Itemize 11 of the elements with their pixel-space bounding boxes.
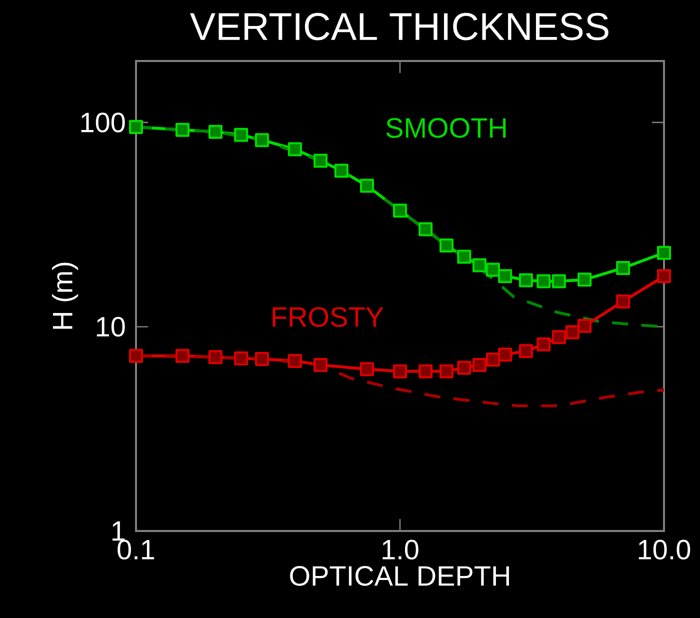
x-tick-label: 0.1 <box>118 540 154 560</box>
x-tick-label: 1.0 <box>382 540 418 560</box>
y-tick-label: 10 <box>96 316 125 337</box>
y-axis-title: H (m) <box>52 262 78 329</box>
chart-title: VERTICAL THICKNESS <box>190 12 608 40</box>
y-tick-label: 1 <box>112 521 125 541</box>
x-tick-label: 10.0 <box>638 540 690 560</box>
x-axis-title: OPTICAL DEPTH <box>290 566 509 586</box>
series-label: SMOOTH <box>386 118 506 138</box>
y-tick-label: 100 <box>81 112 125 132</box>
series-label: FROSTY <box>272 307 384 327</box>
